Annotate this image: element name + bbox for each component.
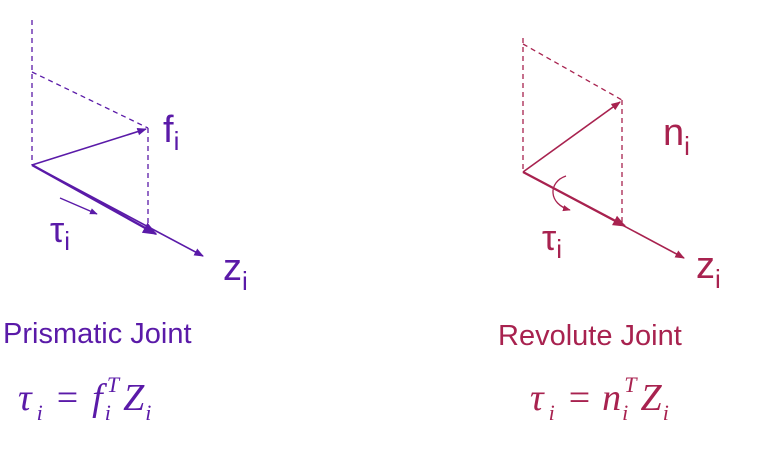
revolute-top-dashed	[522, 43, 623, 101]
prismatic-top-dashed	[31, 71, 149, 129]
revolute-diagram: ni τi zi Revolute Joint τ i = niT Zi	[498, 38, 721, 425]
prismatic-formula: τ i = fiT Zi	[18, 372, 151, 425]
z-axis-arrow	[31, 164, 204, 257]
revolute-torque-label: τi	[542, 217, 562, 264]
rotation-direction-arrow	[552, 175, 571, 212]
translation-direction-arrow	[59, 197, 98, 215]
prismatic-title: Prismatic Joint	[3, 318, 192, 350]
prismatic-diagram: fi τi zi Prismatic Joint τ i = fiT Zi	[3, 20, 248, 425]
prismatic-torque-label: τi	[50, 209, 70, 256]
moment-label: ni	[663, 112, 690, 161]
revolute-z-axis-arrow	[522, 171, 685, 259]
revolute-title: Revolute Joint	[498, 320, 682, 352]
revolute-axis-label: zi	[696, 245, 721, 294]
revolute-formula: τ i = niT Zi	[530, 372, 669, 425]
force-label: fi	[163, 109, 179, 156]
prismatic-axis-label: zi	[223, 247, 248, 296]
force-vector-arrow	[31, 127, 147, 166]
moment-vector-arrow	[522, 101, 621, 173]
